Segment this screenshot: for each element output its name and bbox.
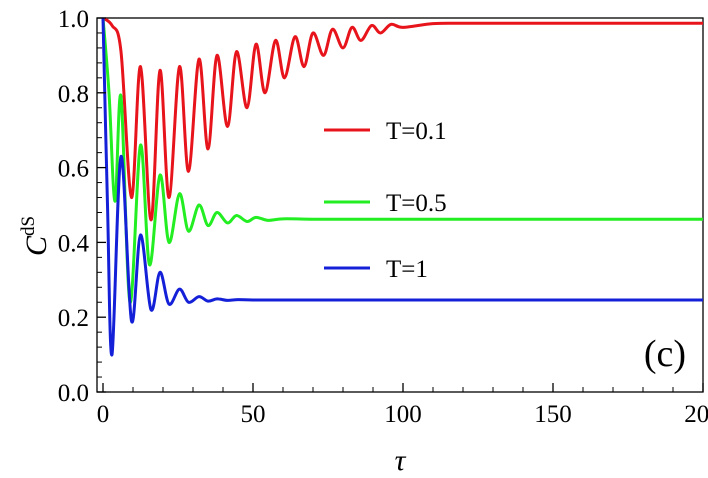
x-tick-label: 100 xyxy=(384,401,422,428)
y-tick-label: 0.0 xyxy=(58,380,89,407)
legend-label-3: T=1 xyxy=(386,256,428,283)
y-tick-label: 1.0 xyxy=(58,6,89,33)
legend: T=0.1 T=0.5 T=1 xyxy=(324,118,447,283)
y-tick-label: 0.6 xyxy=(58,156,89,183)
plot-frame xyxy=(96,17,704,393)
series-layer xyxy=(101,18,703,357)
x-tick-label: 50 xyxy=(241,401,266,428)
y-axis-label-main: C xyxy=(20,235,53,256)
panel-label: (c) xyxy=(644,333,686,375)
x-axis-label: τ xyxy=(395,444,407,477)
y-tick-label: 0.8 xyxy=(58,81,89,108)
x-tick-label: 150 xyxy=(534,401,572,428)
y-axis-label-sup: dS xyxy=(18,216,39,236)
x-tick-label: 200 xyxy=(684,401,708,428)
y-tick-label: 0.2 xyxy=(58,305,89,332)
tick-labels: 0 50 100 150 200 0.0 0.2 0.4 0.6 0.8 1.0 xyxy=(58,6,708,428)
legend-label-2: T=0.5 xyxy=(386,190,447,217)
axis-ticks xyxy=(97,17,704,393)
y-tick-label: 0.4 xyxy=(58,230,90,257)
x-tick-label: 0 xyxy=(97,401,110,428)
y-axis-label: CdS xyxy=(18,216,53,256)
series-line-3 xyxy=(101,18,703,357)
legend-label-1: T=0.1 xyxy=(386,118,447,145)
series-line-1 xyxy=(101,18,703,222)
